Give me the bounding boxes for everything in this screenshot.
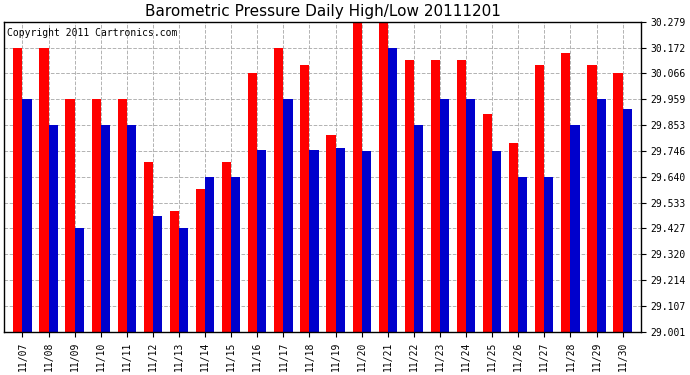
Bar <box>440 99 449 332</box>
Bar <box>127 125 136 332</box>
Bar <box>39 48 48 332</box>
Bar <box>179 228 188 332</box>
Bar <box>509 143 518 332</box>
Bar <box>274 48 284 332</box>
Bar <box>466 99 475 332</box>
Bar <box>518 177 527 332</box>
Title: Barometric Pressure Daily High/Low 20111201: Barometric Pressure Daily High/Low 20111… <box>145 4 500 19</box>
Bar <box>153 216 162 332</box>
Bar <box>335 148 345 332</box>
Bar <box>622 109 632 332</box>
Bar <box>535 65 544 332</box>
Bar <box>571 125 580 332</box>
Bar <box>170 211 179 332</box>
Bar <box>75 228 83 332</box>
Bar <box>544 177 553 332</box>
Bar <box>231 177 240 332</box>
Bar <box>561 53 571 332</box>
Bar <box>596 99 606 332</box>
Bar <box>492 151 501 332</box>
Bar <box>431 60 440 332</box>
Bar <box>310 150 319 332</box>
Bar <box>326 135 335 332</box>
Bar <box>457 60 466 332</box>
Text: Copyright 2011 Cartronics.com: Copyright 2011 Cartronics.com <box>8 28 178 38</box>
Bar <box>284 99 293 332</box>
Bar <box>222 162 231 332</box>
Bar <box>362 151 371 332</box>
Bar <box>613 74 622 332</box>
Bar <box>248 74 257 332</box>
Bar <box>205 177 214 332</box>
Bar <box>483 114 492 332</box>
Bar <box>48 125 58 332</box>
Bar <box>101 125 110 332</box>
Bar <box>388 48 397 332</box>
Bar <box>144 162 153 332</box>
Bar <box>587 65 596 332</box>
Bar <box>379 22 388 332</box>
Bar <box>118 99 127 332</box>
Bar <box>66 99 75 332</box>
Bar <box>257 150 266 332</box>
Bar <box>300 65 310 332</box>
Bar <box>23 99 32 332</box>
Bar <box>414 125 423 332</box>
Bar <box>405 60 414 332</box>
Bar <box>196 189 205 332</box>
Bar <box>13 48 23 332</box>
Bar <box>92 99 101 332</box>
Bar <box>353 22 362 332</box>
